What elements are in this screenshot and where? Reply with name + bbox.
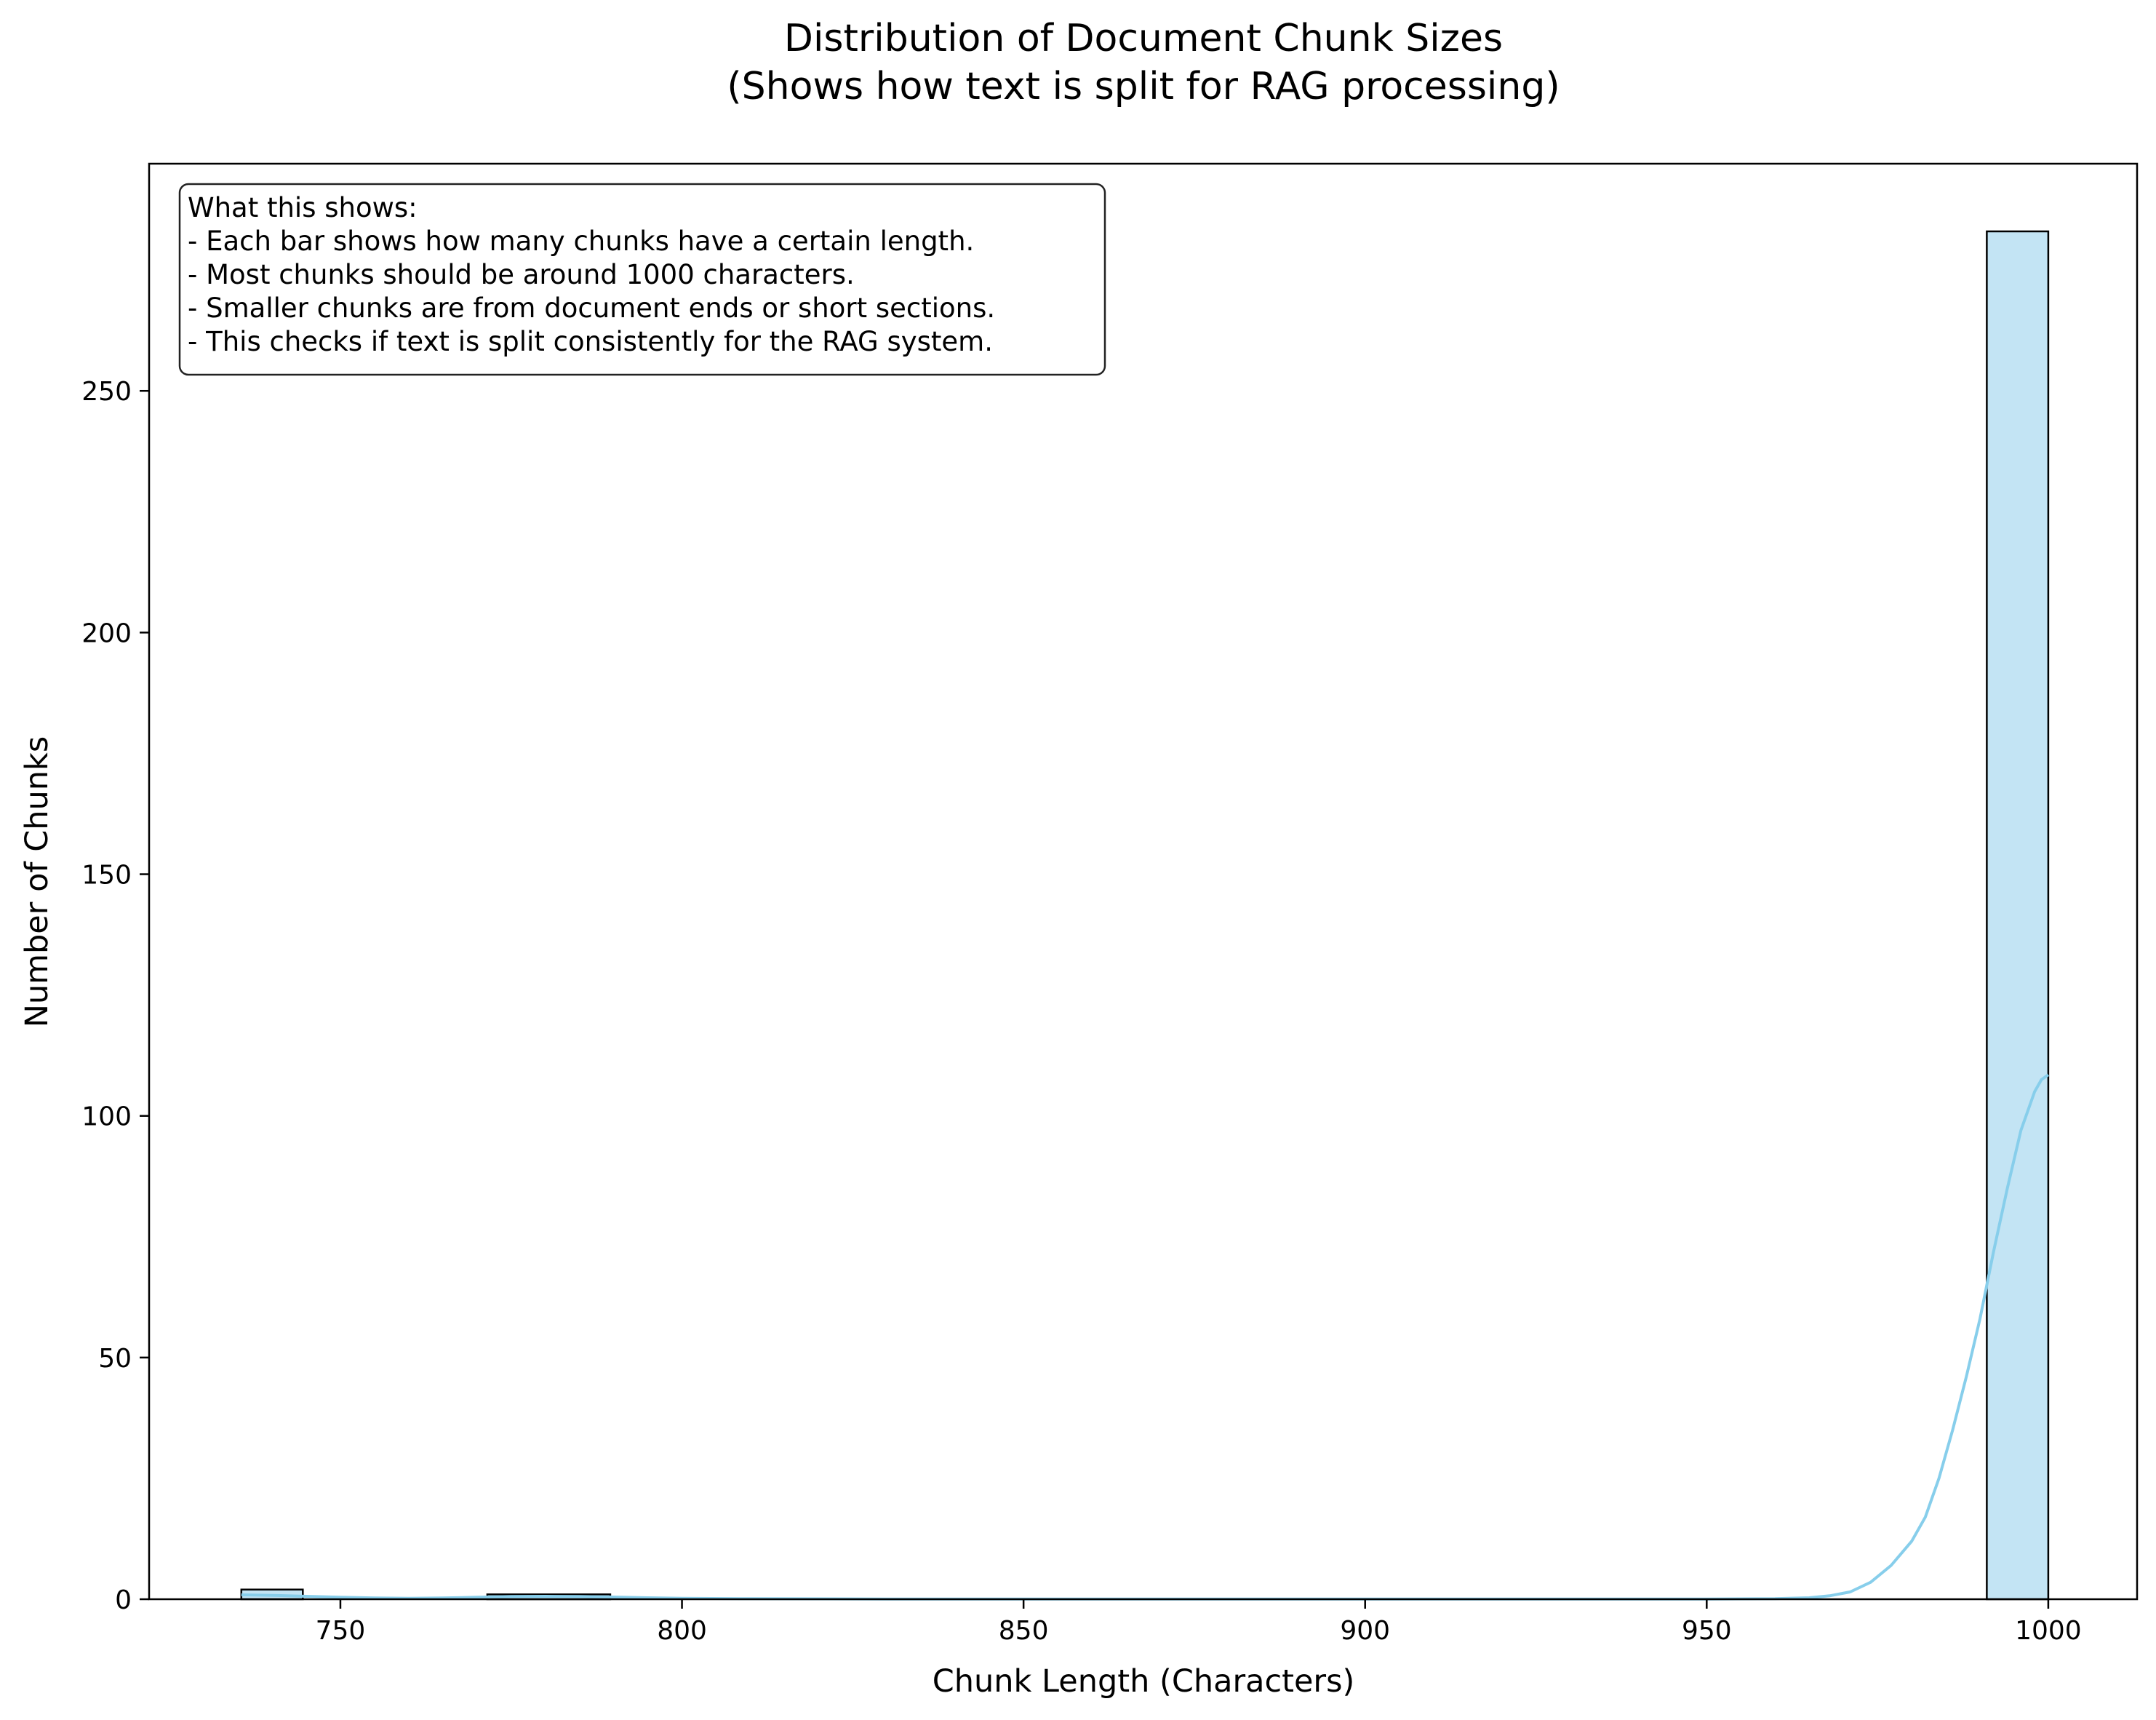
annotation-line: What this shows: bbox=[188, 192, 418, 223]
annotation-line: - Most chunks should be around 1000 char… bbox=[188, 259, 855, 290]
annotation-box: What this shows: - Each bar shows how ma… bbox=[178, 183, 1106, 376]
x-tick-label: 750 bbox=[316, 1616, 366, 1646]
annotation-line: - Smaller chunks are from document ends … bbox=[188, 292, 995, 324]
y-tick-label: 50 bbox=[98, 1344, 132, 1374]
x-axis-label: Chunk Length (Characters) bbox=[933, 1663, 1355, 1700]
y-axis-label: Number of Chunks bbox=[19, 736, 55, 1028]
y-tick-label: 200 bbox=[81, 618, 132, 648]
x-tick-label: 900 bbox=[1340, 1616, 1390, 1646]
y-tick-label: 100 bbox=[81, 1102, 132, 1132]
histogram-bar bbox=[1986, 230, 2050, 1601]
plot-frame bbox=[148, 162, 2139, 1601]
x-tick-label: 800 bbox=[657, 1616, 707, 1646]
y-axis: 0 50 100 150 200 250 bbox=[81, 377, 149, 1615]
plot-area bbox=[240, 230, 2050, 1601]
x-tick-label: 950 bbox=[1682, 1616, 1732, 1646]
chart-subtitle: (Shows how text is split for RAG process… bbox=[727, 65, 1560, 108]
x-tick-label: 1000 bbox=[2015, 1616, 2082, 1646]
y-tick-label: 150 bbox=[81, 861, 132, 891]
kde-line bbox=[241, 1073, 2050, 1601]
x-axis: 750 800 850 900 950 1000 bbox=[316, 1599, 2082, 1646]
annotation-line: - This checks if text is split consisten… bbox=[188, 326, 993, 357]
x-tick-label: 850 bbox=[999, 1616, 1049, 1646]
chart-title: Distribution of Document Chunk Sizes bbox=[784, 17, 1503, 60]
annotation-line: - Each bar shows how many chunks have a … bbox=[188, 226, 974, 257]
annotation-frame bbox=[178, 183, 1106, 376]
y-tick-label: 0 bbox=[115, 1585, 132, 1615]
y-tick-label: 250 bbox=[81, 377, 132, 407]
